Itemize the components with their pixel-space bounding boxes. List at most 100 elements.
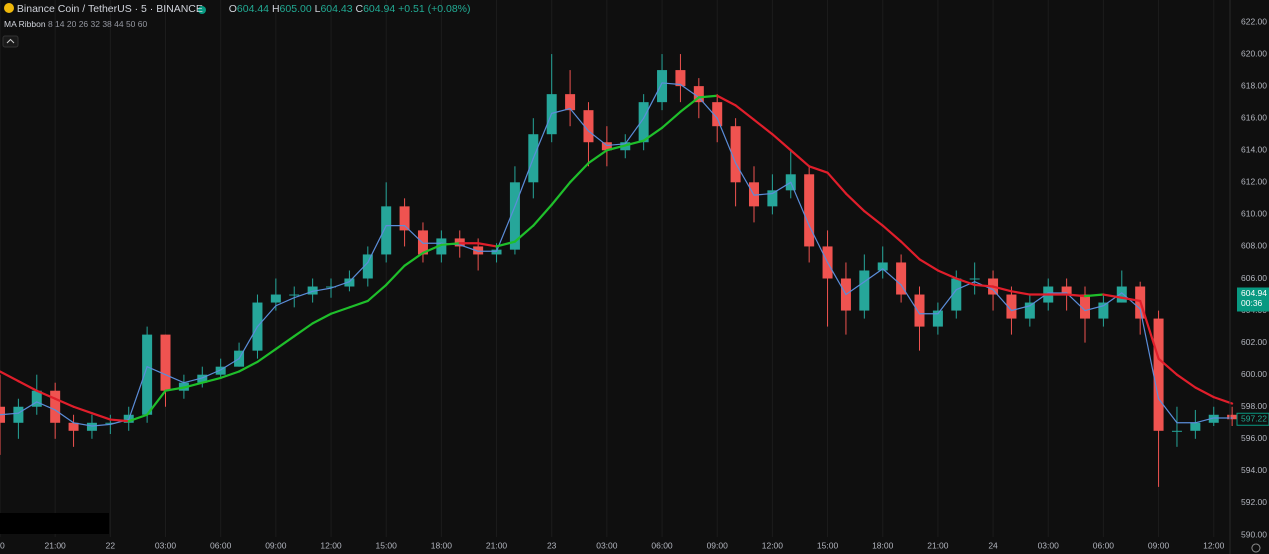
ma-line bbox=[403, 224, 424, 244]
ma-line bbox=[568, 161, 590, 184]
ma-line bbox=[238, 325, 259, 360]
ma-line bbox=[697, 94, 719, 99]
ma-line bbox=[991, 285, 1013, 293]
ma-line bbox=[790, 181, 810, 227]
ma-line bbox=[274, 335, 296, 351]
settings-icon[interactable] bbox=[1251, 543, 1261, 553]
ma-line bbox=[587, 130, 608, 147]
ma-line bbox=[35, 389, 57, 400]
x-tick-label: 09:00 bbox=[1148, 540, 1170, 550]
ma-line bbox=[219, 370, 241, 379]
ma-line bbox=[1102, 293, 1123, 299]
ma-line bbox=[385, 264, 406, 287]
ma-line bbox=[660, 110, 682, 129]
x-tick-label: 03:00 bbox=[596, 540, 618, 550]
ma-line bbox=[752, 118, 774, 136]
ma-line bbox=[918, 258, 939, 272]
ma-line bbox=[643, 82, 663, 119]
candle-body bbox=[914, 294, 925, 327]
ma-line bbox=[36, 401, 56, 411]
candle-body bbox=[1098, 302, 1109, 319]
x-tick-label: 06:00 bbox=[651, 540, 673, 550]
ma-line bbox=[514, 157, 534, 207]
y-tick-label: 612.00 bbox=[1241, 177, 1267, 187]
ma-line bbox=[201, 369, 222, 379]
x-tick-label: 21:00 bbox=[486, 540, 508, 550]
ma-line bbox=[256, 305, 277, 328]
x-tick-label: 21:00 bbox=[927, 540, 949, 550]
ma-line bbox=[844, 192, 866, 213]
ma-line bbox=[293, 290, 314, 299]
collapse-icon bbox=[6, 38, 15, 44]
y-tick-label: 602.00 bbox=[1241, 337, 1267, 347]
x-tick-label: 06:00 bbox=[1093, 540, 1115, 550]
ma-line bbox=[164, 374, 185, 384]
overlay-box bbox=[0, 513, 109, 534]
ma-line bbox=[513, 224, 535, 243]
y-tick-label: 594.00 bbox=[1241, 465, 1267, 475]
ma-line bbox=[477, 242, 498, 248]
ma-line bbox=[863, 268, 884, 283]
x-tick-label: 09:00 bbox=[707, 540, 729, 550]
ma-line bbox=[256, 347, 277, 363]
ma-line bbox=[0, 370, 20, 383]
ma-line bbox=[679, 83, 700, 98]
ma-line bbox=[1194, 386, 1215, 399]
candle-body bbox=[1006, 294, 1017, 319]
ma-line bbox=[90, 412, 112, 421]
ma-line bbox=[569, 107, 590, 132]
candle-body bbox=[583, 110, 594, 143]
ma-line bbox=[734, 104, 756, 121]
candle-body bbox=[675, 70, 686, 87]
candle-body bbox=[932, 310, 943, 327]
collapse-button[interactable] bbox=[2, 35, 19, 48]
change: +0.51 (+0.08%) bbox=[398, 3, 471, 15]
ma-line bbox=[366, 283, 388, 303]
ma-line bbox=[900, 284, 921, 315]
ma-line bbox=[237, 360, 259, 373]
candle-body bbox=[344, 278, 355, 287]
ma-line bbox=[1212, 396, 1234, 405]
candle-body bbox=[601, 142, 612, 151]
ma-line bbox=[1139, 299, 1160, 360]
ma-line bbox=[1175, 373, 1197, 389]
ohlc-value: 604.94 bbox=[363, 3, 396, 15]
candle-body bbox=[142, 334, 153, 415]
ma-line bbox=[54, 409, 75, 424]
ma-line bbox=[1065, 293, 1087, 298]
ma-line bbox=[127, 413, 149, 423]
x-tick-label: 12:00 bbox=[1203, 540, 1225, 550]
current-price-tag bbox=[1237, 287, 1269, 312]
ma-line bbox=[661, 82, 682, 86]
ohlc-value: 605.00 bbox=[279, 3, 312, 15]
indicator-legend: MA Ribbon 8 14 20 26 32 38 44 50 60 bbox=[4, 19, 147, 29]
y-tick-label: 596.00 bbox=[1241, 433, 1267, 443]
ma-line bbox=[495, 240, 517, 248]
countdown-label: 00:36 bbox=[1241, 298, 1263, 308]
ma-line bbox=[973, 283, 995, 288]
candle-body bbox=[307, 286, 318, 295]
ma-line bbox=[1010, 305, 1031, 312]
y-tick-label: 598.00 bbox=[1241, 401, 1267, 411]
y-tick-label: 616.00 bbox=[1241, 112, 1267, 122]
ma-line bbox=[881, 224, 903, 243]
ma-line bbox=[900, 240, 921, 261]
ma-line bbox=[826, 171, 848, 195]
x-tick-label: 18:00 bbox=[872, 540, 894, 550]
x-tick-label: 03:00 bbox=[1038, 540, 1060, 550]
candle-body bbox=[13, 406, 24, 423]
ohlc-key: C bbox=[355, 3, 364, 15]
ma-line bbox=[311, 312, 333, 325]
x-tick-label: 12:00 bbox=[320, 540, 342, 550]
ma-line bbox=[882, 268, 902, 286]
ma-line bbox=[128, 366, 148, 421]
ma-line bbox=[348, 261, 369, 283]
candle-body bbox=[1116, 286, 1127, 303]
ma-line bbox=[771, 133, 792, 152]
candle-body bbox=[270, 294, 281, 303]
indicator-params: 8 14 20 26 32 38 44 50 60 bbox=[47, 19, 148, 29]
ma-line bbox=[54, 397, 75, 408]
ma-line bbox=[716, 94, 737, 107]
